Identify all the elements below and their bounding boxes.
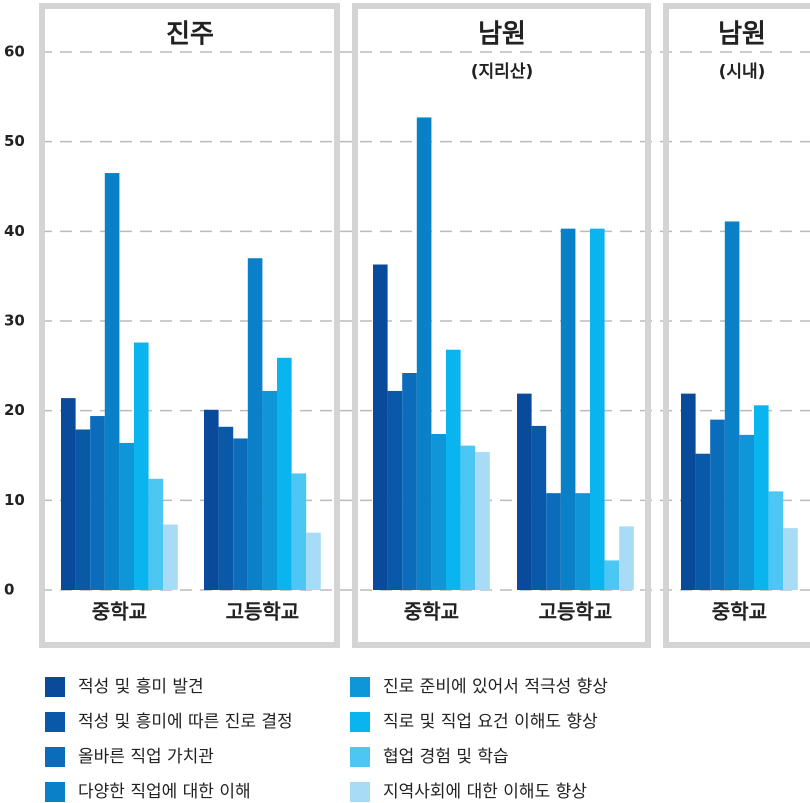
bar [681, 393, 696, 590]
legend-swatch [45, 747, 65, 767]
bar [416, 117, 432, 590]
bar [710, 419, 725, 590]
panel-frame [663, 3, 810, 648]
bar [148, 478, 164, 590]
panel-title: 남원 [718, 20, 766, 50]
bar [560, 228, 576, 591]
bar [204, 409, 219, 590]
bar [277, 357, 292, 590]
legend-label: 지역사회에 대한 이해도 향상 [383, 782, 587, 802]
x-tick-label: 중학교 [404, 600, 459, 624]
bar [134, 342, 149, 590]
legend-swatch [45, 782, 65, 802]
bar [604, 560, 620, 590]
x-tick-label: 고등학교 [226, 600, 300, 624]
legend-label: 적성 및 흥미 발견 [78, 677, 204, 697]
bar [431, 433, 446, 590]
panel-subtitle: (시내) [719, 62, 766, 82]
bar [402, 373, 417, 590]
y-tick-label: 0 [4, 581, 14, 599]
y-tick-label: 40 [4, 222, 25, 240]
bar [531, 425, 547, 590]
panel-frame [39, 3, 340, 648]
panel-title: 남원 [478, 20, 526, 50]
bar [90, 416, 105, 590]
legend-label: 적성 및 흥미에 따른 진로 결정 [78, 712, 293, 732]
bar [233, 438, 248, 590]
y-tick-label: 10 [4, 491, 25, 509]
legend-label: 진로 준비에 있어서 적극성 향상 [383, 677, 608, 697]
bar [119, 442, 134, 590]
x-tick-label: 고등학교 [539, 600, 613, 624]
bar [619, 526, 634, 590]
legend-label: 다양한 직업에 대한 이해 [78, 782, 251, 802]
legend-label: 협업 경험 및 학습 [383, 747, 509, 767]
legend-swatch [350, 677, 370, 697]
legend-swatch [45, 677, 65, 697]
legend-swatch [350, 712, 370, 732]
y-tick-label: 60 [4, 43, 25, 61]
y-tick-label: 30 [4, 312, 25, 330]
bar [306, 532, 321, 590]
bar [783, 528, 798, 590]
y-tick-label: 50 [4, 132, 25, 150]
panel-frame [352, 3, 651, 648]
bar [475, 451, 490, 590]
bar [517, 393, 532, 590]
bar [262, 390, 277, 590]
legend-label: 올바른 직업 가치관 [78, 747, 214, 767]
bar [387, 390, 403, 590]
bar [724, 221, 740, 590]
legend-swatch [350, 747, 370, 767]
panel-title: 진주 [166, 20, 214, 50]
bar [247, 258, 263, 590]
bar [291, 473, 307, 590]
bar [754, 405, 769, 590]
y-tick-label: 20 [4, 401, 25, 419]
bar [546, 493, 561, 590]
bar [590, 228, 605, 591]
bar [575, 493, 590, 590]
bar [768, 491, 784, 590]
bar [61, 398, 76, 590]
bar [218, 426, 234, 590]
bar [75, 429, 91, 590]
panel-subtitle: (지리산) [471, 62, 533, 82]
x-tick-label: 중학교 [712, 600, 767, 624]
bar [460, 445, 476, 590]
bar [373, 264, 388, 590]
bar [163, 524, 178, 590]
bar [104, 173, 120, 591]
x-tick-label: 중학교 [92, 600, 147, 624]
bar [695, 453, 711, 590]
bar [739, 434, 754, 590]
legend-swatch [350, 782, 370, 802]
bar [446, 349, 461, 590]
legend-swatch [45, 712, 65, 732]
legend-label: 직로 및 직업 요건 이해도 향상 [383, 712, 598, 732]
